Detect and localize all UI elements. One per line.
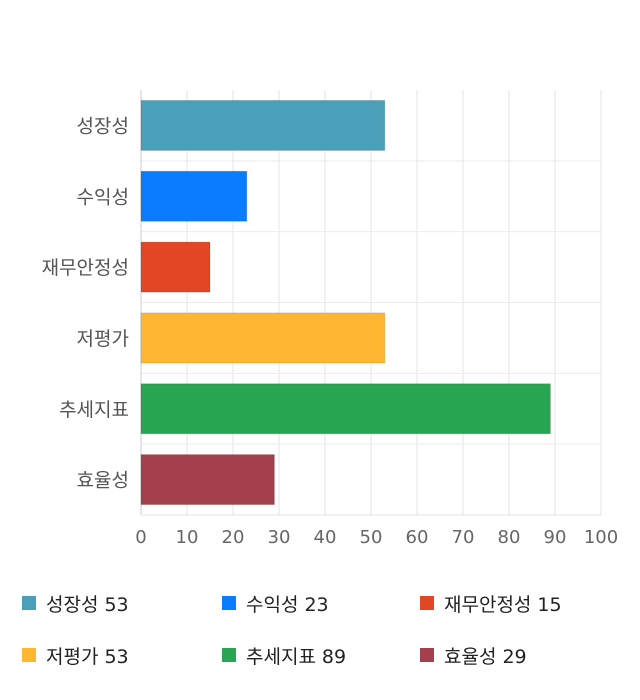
x-tick-labels: 0 10 20 30 40 50 60 70 80 90 100 bbox=[135, 527, 618, 548]
category-label: 수익성 bbox=[77, 186, 129, 208]
bar bbox=[140, 170, 248, 222]
bar bbox=[140, 454, 275, 506]
legend-item: 성장성 53 bbox=[22, 588, 129, 618]
legend-label: 재무안정성 bbox=[444, 593, 532, 616]
category-label: 효율성 bbox=[77, 470, 129, 492]
legend-swatch bbox=[22, 596, 36, 610]
bar bbox=[140, 312, 386, 364]
legend-item: 재무안정성 15 bbox=[420, 588, 562, 618]
legend-item: 수익성 23 bbox=[222, 588, 329, 618]
x-tick-label: 60 bbox=[406, 527, 429, 548]
legend-label: 저평가 bbox=[46, 645, 99, 668]
legend-swatch bbox=[222, 648, 236, 662]
category-label: 저평가 bbox=[77, 328, 129, 350]
x-tick-label: 30 bbox=[268, 527, 291, 548]
bar bbox=[140, 383, 551, 435]
legend-swatch bbox=[420, 596, 434, 610]
legend-value: 29 bbox=[502, 645, 527, 668]
x-tick-label: 50 bbox=[360, 527, 383, 548]
legend-item: 효율성 29 bbox=[420, 640, 527, 670]
legend-value: 15 bbox=[537, 593, 562, 616]
legend-label: 추세지표 bbox=[246, 645, 316, 668]
category-label: 성장성 bbox=[77, 115, 129, 137]
bar bbox=[140, 99, 386, 151]
legend-value: 23 bbox=[304, 593, 329, 616]
x-tick-label: 40 bbox=[314, 527, 337, 548]
x-tick-label: 20 bbox=[222, 527, 245, 548]
legend-value: 53 bbox=[104, 645, 129, 668]
bars bbox=[140, 99, 551, 506]
bar bbox=[140, 241, 211, 293]
legend-item: 저평가 53 bbox=[22, 640, 129, 670]
x-tick-label: 10 bbox=[176, 527, 199, 548]
x-tick-label: 100 bbox=[584, 527, 618, 548]
legend-value: 89 bbox=[321, 645, 347, 668]
x-tick-label: 90 bbox=[544, 527, 567, 548]
legend-label: 효율성 bbox=[444, 645, 497, 668]
legend-swatch bbox=[22, 648, 36, 662]
legend-swatch bbox=[420, 648, 434, 662]
category-label: 추세지표 bbox=[59, 399, 129, 421]
legend-label: 성장성 bbox=[46, 593, 99, 616]
x-tick-label: 80 bbox=[498, 527, 521, 548]
grid-lines bbox=[140, 90, 602, 516]
legend-label: 수익성 bbox=[246, 593, 299, 616]
x-tick-label: 0 bbox=[135, 527, 146, 548]
legend-swatch bbox=[222, 596, 236, 610]
legend-item: 추세지표 89 bbox=[222, 640, 346, 670]
category-label: 재무안정성 bbox=[42, 257, 129, 279]
legend-value: 53 bbox=[104, 593, 129, 616]
x-tick-label: 70 bbox=[452, 527, 475, 548]
